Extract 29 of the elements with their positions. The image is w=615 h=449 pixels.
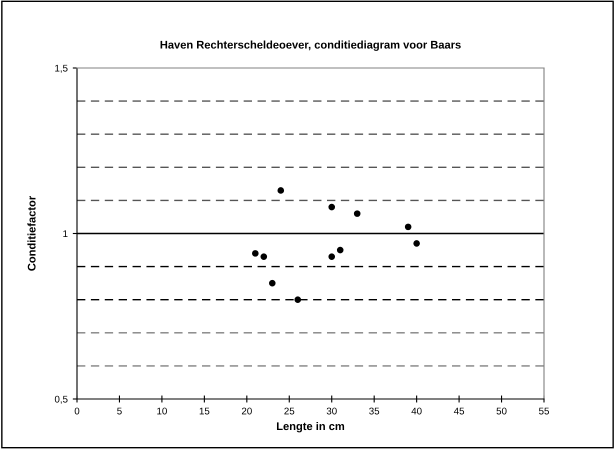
point xyxy=(328,253,336,260)
y-tick-label: 0,5 xyxy=(54,396,68,404)
point xyxy=(354,210,360,217)
y-tick-label: 1 xyxy=(63,230,68,238)
x-tick-label: 25 xyxy=(284,408,294,414)
point xyxy=(336,246,344,254)
point xyxy=(294,296,302,303)
x-tick-label: 40 xyxy=(411,408,422,414)
x-tick-label: 0 xyxy=(74,408,80,414)
x-tick-label: 55 xyxy=(538,408,549,414)
x-tick-label: 10 xyxy=(157,408,167,414)
point xyxy=(277,187,284,194)
chart-title: Haven Rechterscheldeoever, conditiediagram voor Baars xyxy=(160,40,461,51)
x-tick-label: 50 xyxy=(496,408,507,414)
x-tick-label: 30 xyxy=(326,408,337,414)
point xyxy=(252,250,259,257)
x-tick-label: 15 xyxy=(200,408,210,414)
point xyxy=(328,204,336,210)
point xyxy=(268,280,276,286)
x-tick-label: 5 xyxy=(117,408,122,414)
y-axis-title: Conditiefactor xyxy=(27,196,36,271)
x-axis-title: Lengte in cm xyxy=(276,422,344,432)
y-tick-label: 1,5 xyxy=(55,64,68,73)
point xyxy=(404,224,412,230)
point xyxy=(260,253,268,260)
x-tick-label: 35 xyxy=(369,408,380,414)
x-tick-label: 45 xyxy=(454,408,464,414)
point xyxy=(413,240,420,247)
x-tick-label: 20 xyxy=(242,408,252,414)
